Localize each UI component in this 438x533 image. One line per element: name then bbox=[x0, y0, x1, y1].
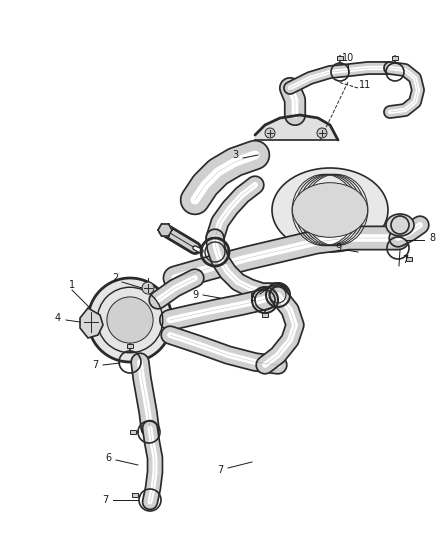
FancyBboxPatch shape bbox=[130, 430, 136, 434]
Text: 8: 8 bbox=[429, 233, 435, 243]
Circle shape bbox=[107, 297, 153, 343]
Text: 4: 4 bbox=[55, 313, 61, 323]
Text: 9: 9 bbox=[192, 290, 198, 300]
FancyBboxPatch shape bbox=[127, 344, 133, 348]
Text: 3: 3 bbox=[232, 150, 238, 160]
Text: 11: 11 bbox=[359, 80, 371, 90]
FancyBboxPatch shape bbox=[132, 492, 138, 497]
Polygon shape bbox=[158, 224, 172, 236]
Text: 1: 1 bbox=[69, 280, 75, 290]
Text: 7: 7 bbox=[92, 360, 98, 370]
Text: 2: 2 bbox=[112, 273, 118, 283]
Text: 9: 9 bbox=[335, 243, 341, 253]
Text: 7: 7 bbox=[102, 495, 108, 505]
Circle shape bbox=[88, 278, 172, 362]
FancyBboxPatch shape bbox=[262, 313, 268, 317]
Circle shape bbox=[317, 128, 327, 138]
Circle shape bbox=[265, 128, 275, 138]
FancyBboxPatch shape bbox=[392, 56, 398, 60]
Text: 6: 6 bbox=[105, 453, 111, 463]
Text: 7: 7 bbox=[217, 465, 223, 475]
FancyBboxPatch shape bbox=[337, 56, 343, 60]
Polygon shape bbox=[255, 115, 338, 140]
Text: 7: 7 bbox=[402, 255, 408, 265]
Text: 5: 5 bbox=[249, 293, 255, 303]
FancyBboxPatch shape bbox=[406, 257, 412, 261]
Circle shape bbox=[142, 282, 154, 294]
Ellipse shape bbox=[386, 214, 414, 236]
Text: 10: 10 bbox=[342, 53, 354, 63]
Polygon shape bbox=[80, 308, 103, 338]
Ellipse shape bbox=[272, 168, 388, 252]
Ellipse shape bbox=[292, 183, 367, 237]
